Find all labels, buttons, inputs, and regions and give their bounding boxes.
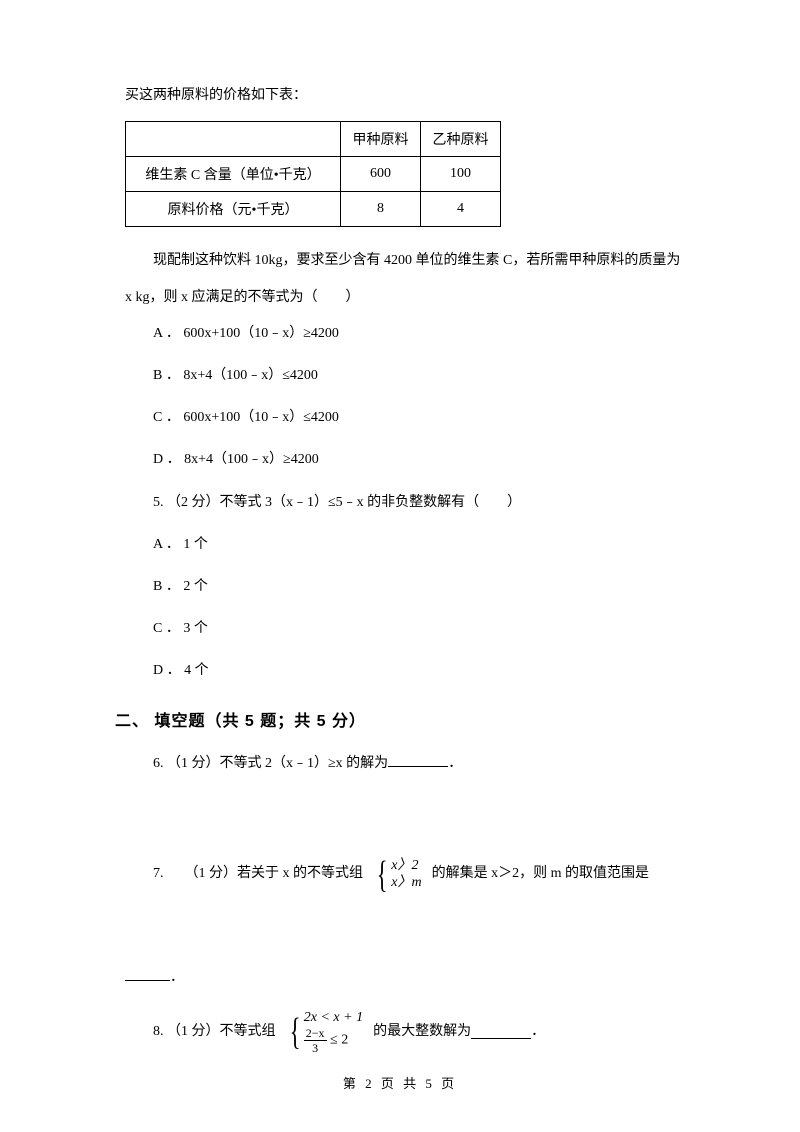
q8-frac-tail: ≤ 2 [327,1033,349,1048]
q4-desc-line2: x kg，则 x 应满足的不等式为（ ） [125,282,690,314]
table-header-b: 乙种原料 [421,122,501,157]
row1-v1: 600 [341,157,421,192]
table-header-a: 甲种原料 [341,122,421,157]
q8-sys-row1: 2x < x + 1 [304,1010,363,1027]
q5-option-c: C ． 3 个 [153,613,690,645]
page-footer: 第 2 页 共 5 页 [0,1073,800,1092]
q4-option-d: D ． 8x+4（100﹣x）≥4200 [153,444,690,476]
q7-sys-row1: x〉2 [391,858,421,875]
frac-num: 2−x [304,1027,327,1041]
row1-v2: 100 [421,157,501,192]
frac-den: 3 [312,1041,318,1054]
q7-mid: 的解集是 x＞2，则 m 的取值范围是 [432,859,649,890]
price-table: 甲种原料 乙种原料 维生素 C 含量（单位•千克） 600 100 原料价格（元… [125,121,501,227]
q5-option-b: B ． 2 个 [153,571,690,603]
section-2-heading: 二、 填空题（共 5 题；共 5 分） [115,707,690,731]
q5-stem: 5. （2 分）不等式 3（x﹣1）≤5﹣x 的非负整数解有（ ） [153,487,690,519]
fill-blank[interactable] [471,1025,531,1039]
table-row: 维生素 C 含量（单位•千克） 600 100 [126,157,501,192]
table-row: 甲种原料 乙种原料 [126,122,501,157]
q8-sys-row2: 2−x 3 ≤ 2 [304,1027,363,1054]
q7-sys-row2: x〉m [391,875,421,892]
q8-post: ． [531,1017,545,1048]
q7-pre: 7. （1 分）若关于 x 的不等式组 [153,859,363,890]
fill-blank[interactable] [388,753,448,767]
q4-option-c: C ． 600x+100（10﹣x）≤4200 [153,402,690,434]
q8-pre: 8. （1 分）不等式组 [153,1017,276,1048]
q8-system: { 2x < x + 1 2−x 3 ≤ 2 [286,1010,364,1054]
row2-label: 原料价格（元•千克） [126,192,341,227]
q7-line2: ． [153,963,690,994]
left-brace-icon: { [289,1015,300,1049]
table-row: 原料价格（元•千克） 8 4 [126,192,501,227]
q8: 8. （1 分）不等式组 { 2x < x + 1 2−x 3 ≤ 2 [153,1010,690,1054]
q4-desc-line1: 现配制这种饮料 10kg，要求至少含有 4200 单位的维生素 C，若所需甲种原… [125,245,690,277]
row2-v2: 4 [421,192,501,227]
q6: 6. （1 分）不等式 2（x﹣1）≥x 的解为 ． [153,749,690,780]
q4-option-a: A ． 600x+100（10﹣x）≥4200 [153,318,690,350]
row1-label: 维生素 C 含量（单位•千克） [126,157,341,192]
q5-option-a: A ． 1 个 [153,529,690,561]
q8-mid: 的最大整数解为 [373,1017,471,1048]
table-cell-blank [126,122,341,157]
fraction: 2−x 3 [304,1027,327,1054]
q5-option-d: D ． 4 个 [153,655,690,687]
left-brace-icon: { [377,858,388,892]
q6-post: ． [448,756,462,771]
q4-option-b: B ． 8x+4（100﹣x）≤4200 [153,360,690,392]
q7-post: ． [170,970,184,985]
intro-text: 买这两种原料的价格如下表： [125,85,690,107]
q6-pre: 6. （1 分）不等式 2（x﹣1）≥x 的解为 [153,756,388,771]
q7-system: { x〉2 x〉m [373,796,422,953]
row2-v1: 8 [341,192,421,227]
q7: 7. （1 分）若关于 x 的不等式组 { x〉2 x〉m 的解集是 x＞2，则… [153,796,690,953]
fill-blank[interactable] [125,967,170,981]
